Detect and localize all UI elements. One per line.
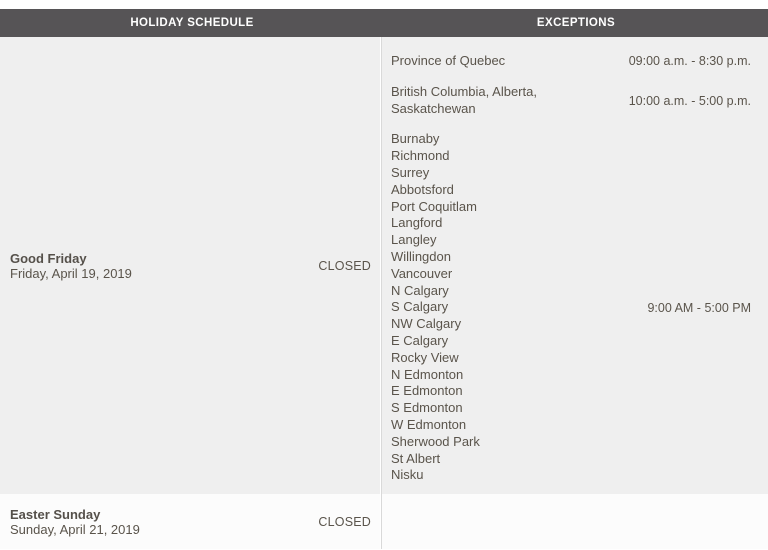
location-item: W Edmonton <box>391 416 467 432</box>
exceptions-cell-empty <box>381 494 768 550</box>
holiday-info: Easter Sunday Sunday, April 21, 2019 <box>10 507 140 537</box>
location-item: Province of Quebec <box>391 53 506 68</box>
location-item: N Calgary <box>391 282 449 298</box>
status-closed: CLOSED <box>318 514 371 529</box>
holiday-date: Sunday, April 21, 2019 <box>10 521 140 537</box>
location-list: Province of Quebec <box>391 53 505 70</box>
holiday-date: Friday, April 19, 2019 <box>10 265 132 281</box>
location-item: Surrey <box>391 164 430 180</box>
exception-hours: 9:00 AM - 5:00 PM <box>647 300 751 315</box>
location-item: St Albert <box>391 450 441 466</box>
location-item: Vancouver <box>391 265 453 281</box>
holiday-cell: Easter Sunday Sunday, April 21, 2019 CLO… <box>0 494 381 550</box>
holiday-name: Good Friday <box>10 250 87 266</box>
location-item: E Calgary <box>391 332 449 348</box>
location-item: E Edmonton <box>391 383 463 399</box>
location-item: Langley <box>391 232 437 248</box>
holiday-cell: Good Friday Friday, April 19, 2019 CLOSE… <box>0 37 381 495</box>
location-item: Rocky View <box>391 349 459 365</box>
location-item: Sherwood Park <box>391 433 480 449</box>
location-item: Abbotsford <box>391 181 454 197</box>
location-item: Nisku <box>391 467 424 483</box>
location-item: Langford <box>391 215 443 231</box>
status-closed: CLOSED <box>318 258 371 273</box>
location-item: N Edmonton <box>391 366 464 382</box>
location-item: British Columbia, Alberta, <box>391 83 537 99</box>
location-item: NW Calgary <box>391 316 462 332</box>
header-cell-exceptions: EXCEPTIONS <box>536 17 616 29</box>
location-list: British Columbia, Alberta, Saskatchewan <box>391 84 537 118</box>
location-item: Saskatchewan <box>391 100 476 116</box>
location-item: Burnaby <box>391 131 440 147</box>
exceptions-cell: Province of Quebec 09:00 a.m. - 8:30 p.m… <box>381 37 768 495</box>
holiday-schedule-table: HOLIDAY SCHEDULE EXCEPTIONS Good Friday … <box>0 9 768 550</box>
exception-hours: 10:00 a.m. - 5:00 p.m. <box>628 93 751 108</box>
exception-block-branches: Burnaby Richmond Surrey Abbotsford Port Coqu… <box>391 131 751 484</box>
location-item: Richmond <box>391 148 450 164</box>
holiday-info: Good Friday Friday, April 19, 2019 <box>10 251 132 281</box>
holiday-name: Easter Sunday <box>10 506 101 522</box>
exception-block-quebec: Province of Quebec 09:00 a.m. - 8:30 p.m… <box>391 53 751 70</box>
location-item: Port Coquitlam <box>391 198 477 214</box>
table-header: HOLIDAY SCHEDULE EXCEPTIONS <box>0 9 768 37</box>
location-list: Burnaby Richmond Surrey Abbotsford Port Coqu… <box>391 131 480 484</box>
header-cell-holiday-schedule: HOLIDAY SCHEDULE <box>130 17 254 29</box>
location-item: Willingdon <box>391 248 451 264</box>
exception-hours: 09:00 a.m. - 8:30 p.m. <box>628 54 751 69</box>
exception-block-bc-ab-sk: British Columbia, Alberta, Saskatchewan 1… <box>391 84 751 118</box>
table-row-easter-sunday: Easter Sunday Sunday, April 21, 2019 CLO… <box>0 494 768 550</box>
table-row-good-friday: Good Friday Friday, April 19, 2019 CLOSE… <box>0 37 768 495</box>
location-item: S Edmonton <box>391 400 463 416</box>
location-item: S Calgary <box>391 299 449 315</box>
